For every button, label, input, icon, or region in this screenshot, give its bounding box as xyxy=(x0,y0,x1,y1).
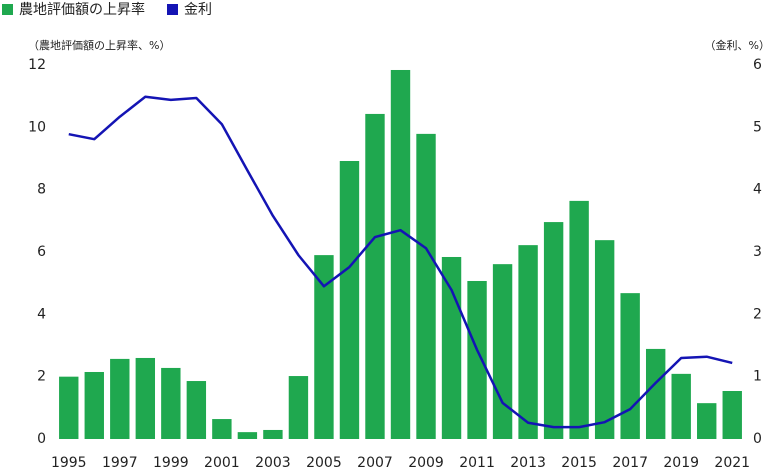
bar xyxy=(671,373,691,439)
bar xyxy=(416,133,436,439)
x-tick-label: 2015 xyxy=(561,455,597,471)
bar xyxy=(237,432,258,439)
y2-tick-label: 6 xyxy=(753,57,762,73)
bar xyxy=(543,222,564,439)
bar xyxy=(467,280,487,439)
bar xyxy=(263,429,283,439)
bar xyxy=(110,358,130,439)
y-tick-label: 10 xyxy=(28,119,46,135)
y2-tick-label: 1 xyxy=(753,369,762,385)
y-tick-label: 8 xyxy=(37,182,46,198)
y-tick-label: 2 xyxy=(37,369,46,385)
x-tick-label: 1999 xyxy=(153,455,189,471)
x-tick-label: 2007 xyxy=(357,455,393,471)
y2-tick-label: 5 xyxy=(753,119,762,135)
y-tick-label: 12 xyxy=(28,57,46,73)
bar xyxy=(518,245,538,439)
bar xyxy=(212,419,232,439)
bar xyxy=(390,69,411,439)
bar xyxy=(161,367,181,439)
legend-swatch xyxy=(167,4,178,15)
y-tick-label: 4 xyxy=(37,306,46,322)
y2-tick-label: 4 xyxy=(753,182,762,198)
bar xyxy=(135,357,156,439)
y-axis-label: （農地評価額の上昇率、%） xyxy=(28,38,170,52)
y-tick-label: 0 xyxy=(37,431,46,447)
bar xyxy=(645,348,666,439)
bar xyxy=(288,376,309,439)
x-tick-label: 2017 xyxy=(612,455,648,471)
legend-swatch xyxy=(2,4,13,15)
x-tick-label: 2021 xyxy=(714,455,750,471)
bar xyxy=(620,293,640,439)
bar xyxy=(59,376,79,439)
bar xyxy=(441,256,462,439)
line xyxy=(68,95,733,429)
legend-label: 金利 xyxy=(184,2,212,18)
bar xyxy=(339,160,360,439)
y2-tick-label: 3 xyxy=(753,244,762,260)
x-tick-label: 2019 xyxy=(663,455,699,471)
legend-label: 農地評価額の上昇率 xyxy=(19,1,145,18)
y2-tick-label: 2 xyxy=(753,306,762,322)
x-tick-label: 2005 xyxy=(306,455,342,471)
bar xyxy=(722,391,742,439)
bar xyxy=(697,403,717,439)
bar xyxy=(492,264,513,439)
x-tick-label: 2001 xyxy=(204,455,240,471)
y2-tick-label: 0 xyxy=(753,431,762,447)
x-tick-label: 2009 xyxy=(408,455,444,471)
bar xyxy=(314,255,334,439)
x-tick-label: 1997 xyxy=(102,455,138,471)
bar xyxy=(569,200,589,439)
y2-axis-label: （金利、%） xyxy=(705,38,770,52)
bar xyxy=(84,371,104,439)
x-tick-label: 2011 xyxy=(459,455,495,471)
bar xyxy=(365,113,385,439)
x-tick-label: 2013 xyxy=(510,455,546,471)
x-tick-label: 2003 xyxy=(255,455,291,471)
x-tick-label: 1995 xyxy=(51,455,87,471)
y-tick-label: 6 xyxy=(37,244,46,260)
bar xyxy=(186,381,207,439)
bar xyxy=(594,240,615,439)
